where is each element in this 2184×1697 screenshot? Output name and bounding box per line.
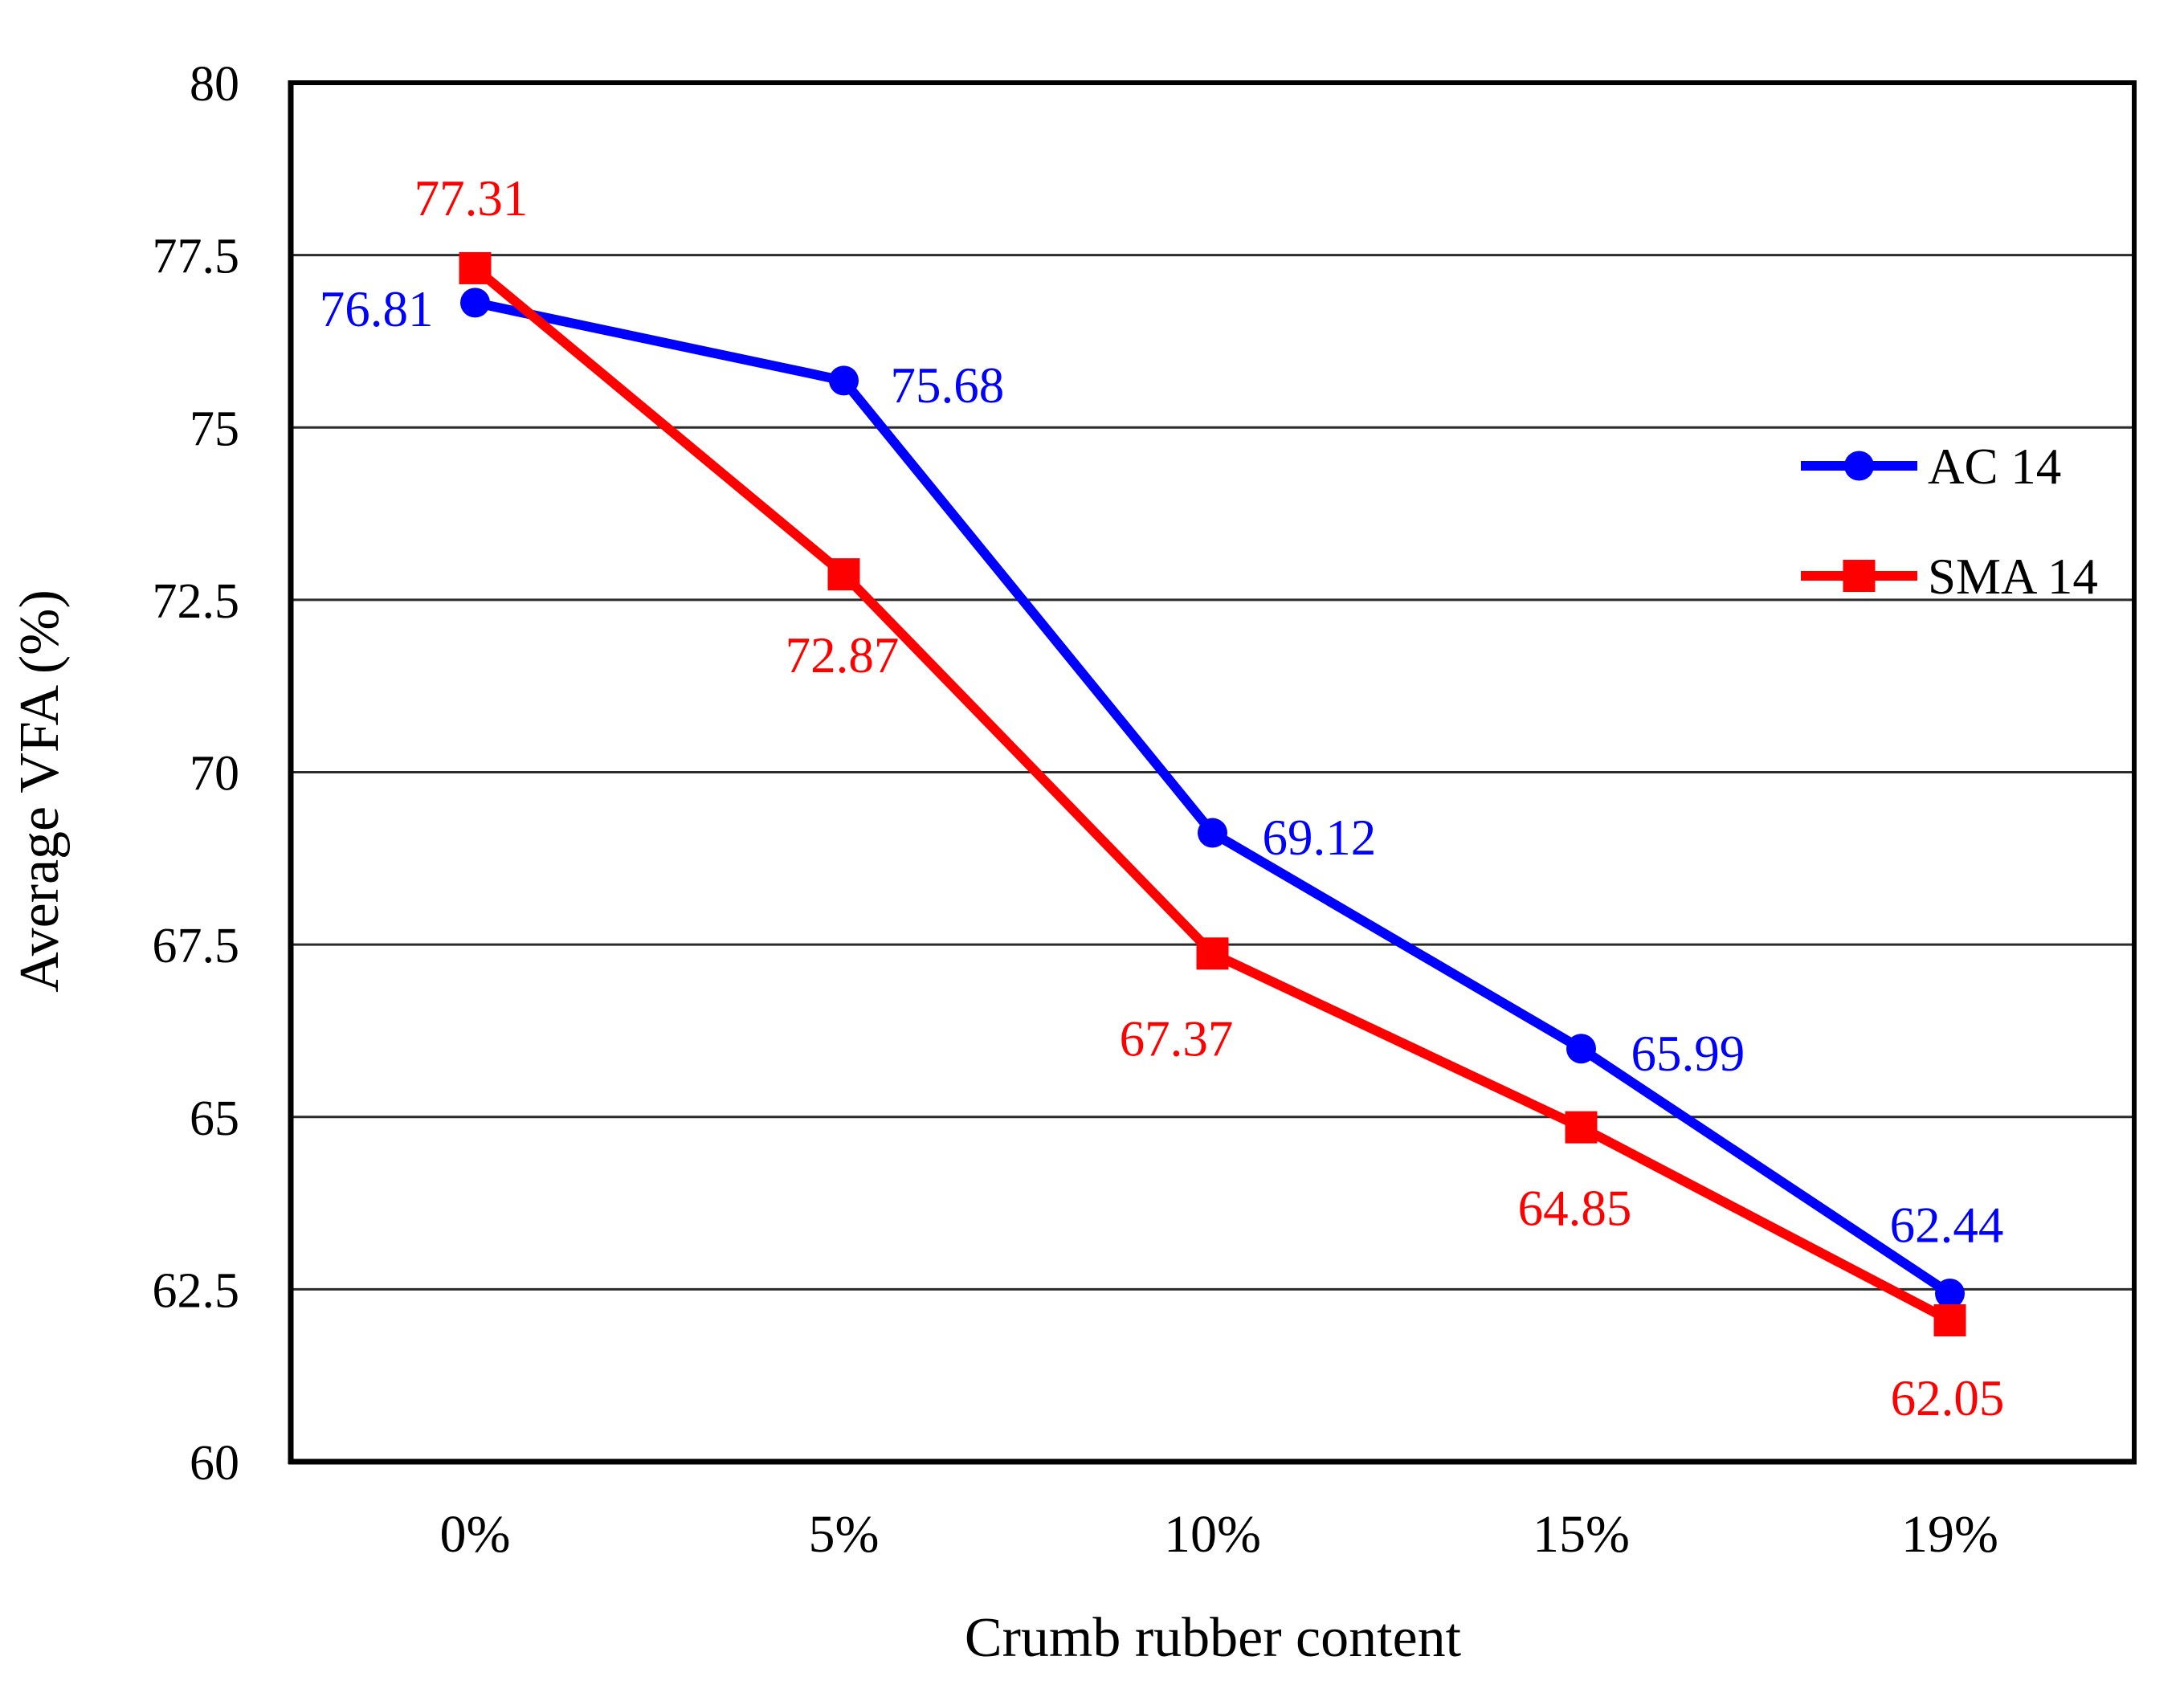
y-tick-label-75: 75 [190,402,239,456]
marker-circle-19% [1935,1279,1965,1309]
y-tick-label-72.5: 72.5 [153,574,240,629]
data-label-75.68: 75.68 [891,357,1005,414]
data-label-72.87: 72.87 [786,627,900,683]
y-tick-label-70: 70 [190,747,239,802]
data-label-64.85: 64.85 [1518,1181,1632,1237]
marker-circle-10% [1198,818,1227,848]
marker-square-19% [1933,1304,1966,1337]
data-label-76.81: 76.81 [320,281,434,337]
y-tick-label-67.5: 67.5 [153,919,240,973]
x-tick-label-10%: 10% [1164,1505,1261,1564]
legend-marker-circle-icon [1844,451,1874,481]
x-axis-title: Crumb rubber content [965,1607,1462,1669]
legend-label-sma-14: SMA 14 [1928,549,2098,605]
legend-label-ac-14: AC 14 [1928,439,2061,495]
marker-circle-5% [829,365,859,396]
data-label-62.05: 62.05 [1891,1370,2005,1426]
y-tick-label-80: 80 [190,57,239,112]
x-tick-label-5%: 5% [809,1505,880,1564]
y-tick-label-77.5: 77.5 [153,230,240,284]
marker-square-0% [459,251,492,284]
y-tick-label-65: 65 [190,1091,239,1146]
marker-square-5% [827,558,860,591]
x-tick-label-15%: 15% [1533,1505,1630,1564]
legend-marker-square-icon [1843,560,1876,592]
data-label-69.12: 69.12 [1263,810,1377,866]
y-tick-label-60: 60 [190,1436,239,1491]
data-label-67.37: 67.37 [1120,1010,1234,1067]
marker-square-10% [1196,937,1229,970]
data-label-62.44: 62.44 [1890,1197,2004,1254]
data-label-77.31: 77.31 [414,170,529,226]
marker-circle-15% [1566,1034,1596,1064]
y-tick-label-62.5: 62.5 [153,1263,240,1318]
x-tick-label-0%: 0% [440,1505,511,1564]
x-tick-label-19%: 19% [1901,1505,1998,1564]
marker-square-15% [1565,1111,1598,1144]
y-axis-title: Average VFA (%) [9,589,71,993]
marker-circle-0% [460,288,490,318]
data-label-65.99: 65.99 [1631,1026,1745,1082]
